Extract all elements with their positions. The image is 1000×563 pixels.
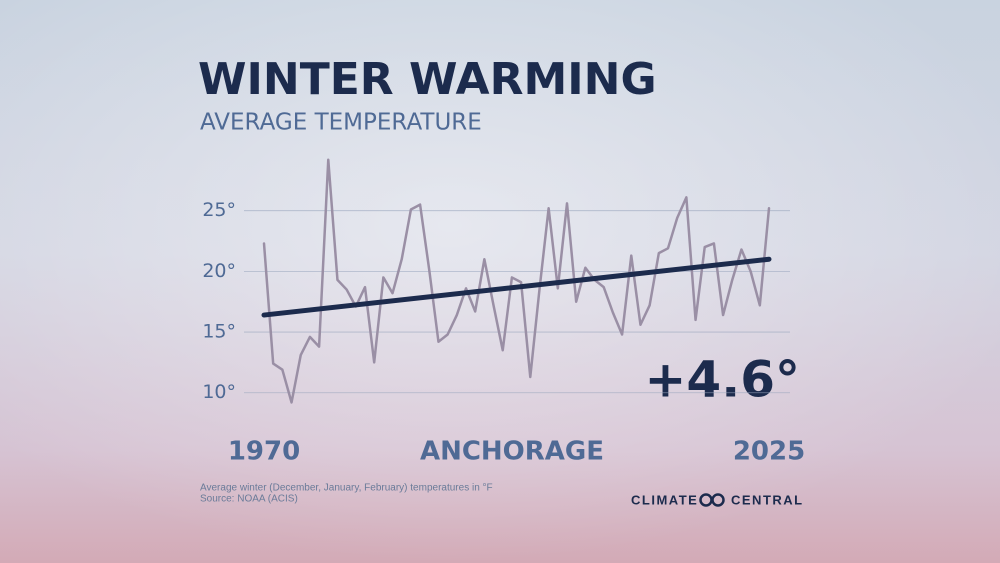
change-annotation: +4.6° (645, 351, 800, 409)
trend-line (261, 256, 772, 318)
source: Source: NOAA (ACIS) (200, 494, 298, 505)
temperature-line (262, 158, 771, 404)
y-tick-label: 15° (202, 321, 236, 343)
footnote: Average winter (December, January, Febru… (200, 483, 493, 494)
chart-title: WINTER WARMING (198, 54, 657, 105)
chart-subtitle: AVERAGE TEMPERATURE (200, 110, 482, 136)
y-tick-label: 20° (202, 260, 236, 282)
brand-right: CENTRAL (731, 492, 804, 507)
x-tick-label: 2025 (733, 437, 805, 467)
x-tick-label: 1970 (228, 437, 300, 467)
y-tick-label: 10° (202, 381, 236, 403)
brand-logo (699, 493, 725, 507)
brand-left: CLIMATE (631, 492, 698, 507)
y-tick-label: 25° (202, 199, 236, 221)
location-label: ANCHORAGE (420, 437, 604, 467)
